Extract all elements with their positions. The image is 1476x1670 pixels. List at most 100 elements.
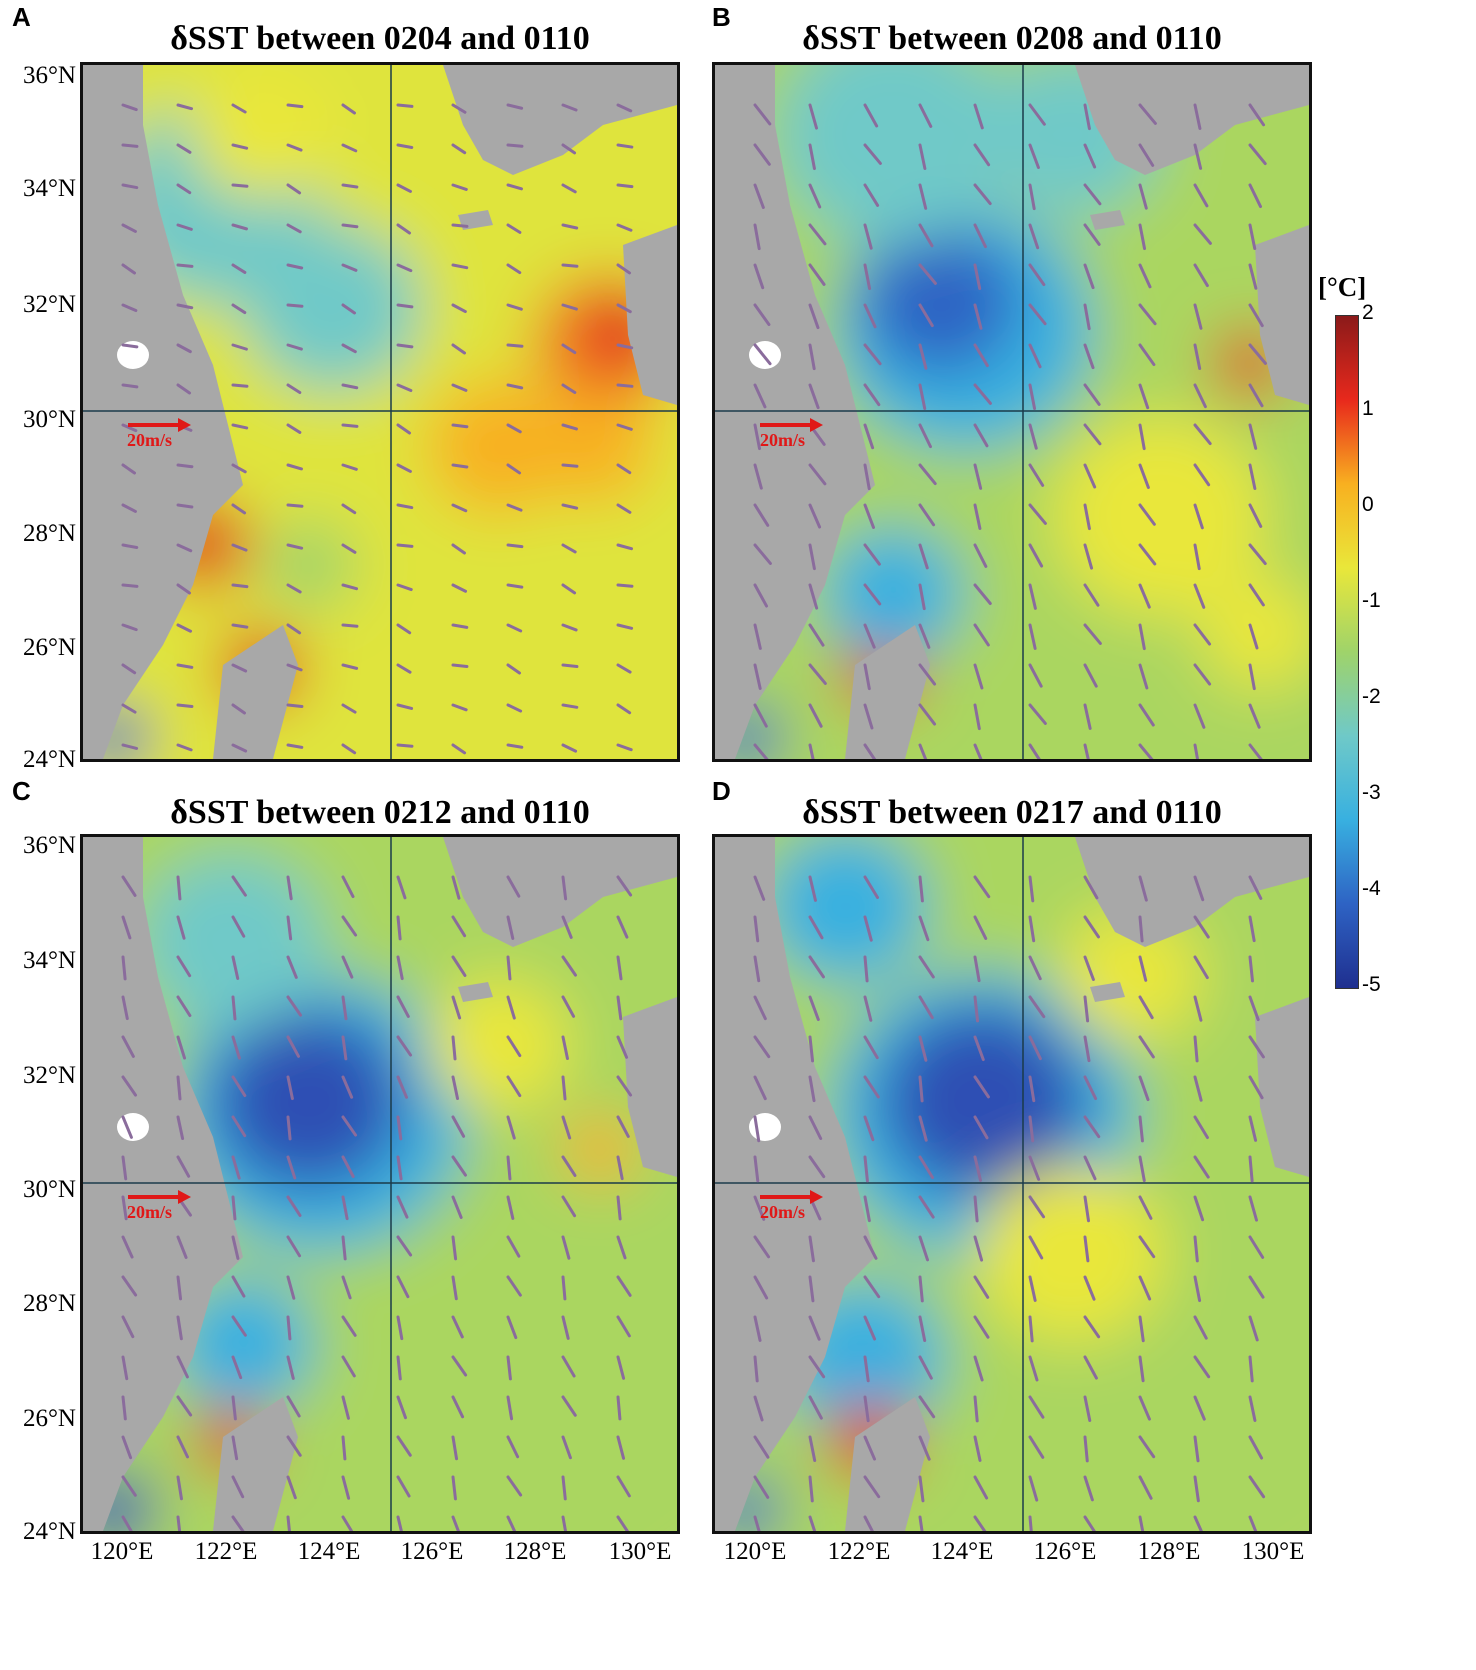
wind-arrow: [231, 383, 249, 388]
wind-arrow: [176, 1315, 183, 1341]
wind-arrow: [863, 423, 875, 450]
wind-arrow: [1193, 463, 1211, 487]
wind-arrow: [808, 143, 816, 171]
sst-anomaly-patch: [172, 1276, 315, 1411]
wind-arrow: [121, 743, 139, 750]
wind-arrow: [1028, 343, 1042, 369]
wind-arrow: [1083, 543, 1094, 570]
wind-arrow: [231, 343, 248, 351]
wind-arrow: [396, 663, 412, 674]
wind-arrow: [863, 663, 871, 691]
wind-arrow: [396, 503, 414, 510]
wind-arrow: [341, 463, 358, 471]
wind-arrow: [918, 1435, 931, 1461]
wind-arrow: [341, 1115, 358, 1137]
wind-arrow: [341, 623, 359, 628]
wind-arrow: [341, 1155, 355, 1178]
wind-arrow: [506, 875, 521, 898]
wind-arrow: [753, 623, 762, 650]
lat-label-30n-top: 30°N: [22, 406, 76, 433]
wind-arrow: [918, 1035, 928, 1062]
wind-arrow: [121, 1315, 135, 1339]
wind-arrow: [1083, 423, 1102, 446]
wind-arrow: [1028, 423, 1038, 450]
wind-arrow: [561, 1115, 572, 1140]
wind-arrow: [396, 1315, 404, 1341]
sst-map-svg: [83, 65, 677, 759]
lat-label-28n-bottom: 28°N: [22, 1290, 76, 1317]
wind-arrow: [808, 1275, 815, 1303]
wind-arrow: [561, 915, 573, 939]
wind-arrow: [1248, 583, 1265, 607]
wind-arrow: [1028, 223, 1040, 250]
wind-arrow: [561, 423, 578, 431]
wind-arrow: [231, 223, 248, 231]
wind-arrow: [863, 183, 880, 207]
wind-arrow: [451, 1195, 463, 1219]
wind-arrow: [616, 263, 632, 275]
colorbar-tick-minus-5: -5: [1362, 973, 1381, 996]
sst-anomaly-patch: [136, 852, 327, 1030]
wind-arrow: [1248, 1515, 1258, 1531]
wind-arrow: [231, 1395, 237, 1421]
wind-arrow: [918, 623, 931, 649]
wind-arrow: [863, 1395, 870, 1423]
wind-arrow: [1138, 623, 1146, 651]
wind-arrow: [808, 875, 817, 902]
wind-arrow: [561, 503, 579, 510]
land-mass: [213, 625, 298, 759]
wind-arrow: [808, 1235, 815, 1263]
wind-arrow: [1138, 303, 1157, 326]
wind-arrow: [396, 543, 414, 548]
wind-arrow: [1028, 303, 1047, 326]
wind-arrow: [561, 1155, 577, 1177]
colorbar-tick-minus-1: -1: [1362, 589, 1381, 612]
wind-arrow: [231, 1475, 245, 1499]
wind-arrow: [1248, 143, 1267, 166]
wind-arrow: [1028, 103, 1046, 126]
lat-label-32n-bottom: 32°N: [22, 1062, 76, 1089]
wind-arrow: [341, 1355, 356, 1378]
wind-arrow: [1193, 955, 1209, 980]
panel-letter-a: A: [12, 2, 31, 32]
wind-arrow: [1248, 1155, 1254, 1183]
wind-arrow: [808, 1515, 817, 1531]
wind-arrow: [451, 1515, 460, 1531]
wind-arrow: [451, 1435, 459, 1461]
wind-arrow: [506, 543, 524, 549]
wind-arrow: [341, 1515, 354, 1531]
wind-arrow: [973, 1435, 982, 1462]
wind-arrow: [506, 1315, 518, 1340]
panel-title-a: δSST between 0204 and 0110: [170, 20, 590, 57]
wind-arrow: [506, 183, 523, 191]
wind-arrow: [616, 503, 632, 514]
land-mass: [443, 65, 677, 175]
wind-arrow: [286, 663, 303, 672]
wind-arrow: [1138, 263, 1152, 289]
lat-label-28n-top: 28°N: [22, 520, 76, 547]
wind-arrow: [1083, 995, 1090, 1023]
wind-arrow: [451, 623, 469, 629]
wind-arrow: [451, 383, 468, 392]
wind-arrow: [121, 583, 139, 588]
wind-arrow: [973, 663, 984, 690]
wind-arrow: [506, 623, 523, 633]
wind-arrow: [561, 875, 568, 901]
wind-arrow: [616, 103, 633, 113]
wind-arrow: [808, 223, 827, 246]
lake: [117, 341, 149, 369]
wind-arrow: [451, 543, 466, 555]
lon-label-126e-left: 126°E: [400, 1538, 464, 1565]
wind-arrow: [863, 503, 875, 529]
wind-arrow: [918, 955, 935, 979]
wind-arrow: [286, 503, 304, 508]
sst-anomaly-patch: [1059, 909, 1203, 1043]
wind-arrow: [753, 263, 765, 290]
wind-arrow: [973, 343, 989, 368]
wind-arrow: [231, 183, 249, 188]
wind-arrow: [1248, 1395, 1257, 1422]
wind-arrow: [561, 143, 577, 155]
wind-arrow: [1138, 423, 1146, 451]
wind-arrow: [506, 343, 524, 348]
wind-arrow: [616, 423, 633, 431]
